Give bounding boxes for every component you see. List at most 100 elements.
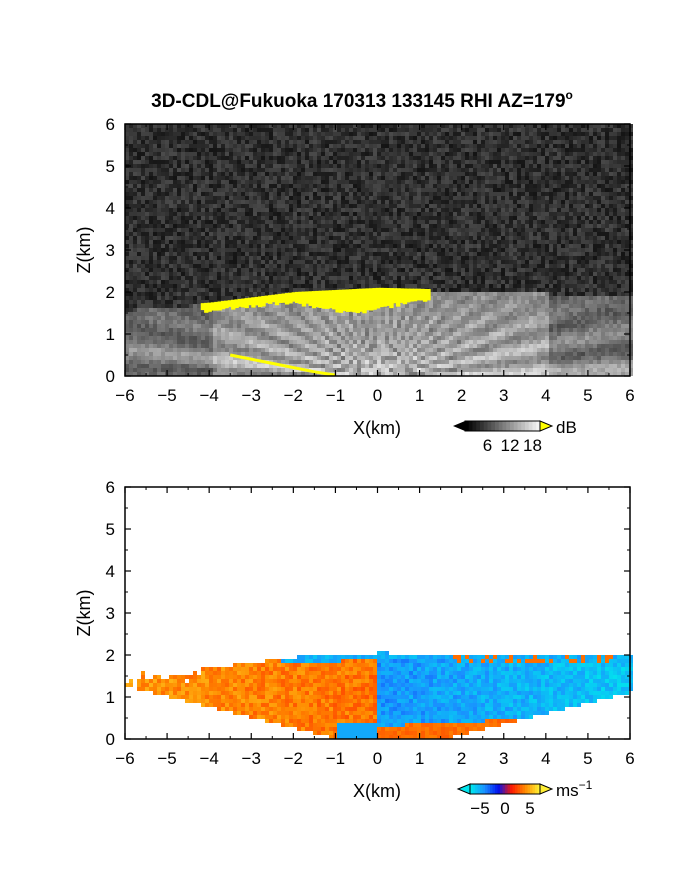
backscatter-cell	[581, 128, 585, 132]
backscatter-cell	[173, 152, 177, 156]
backscatter-cell	[629, 192, 633, 196]
backscatter-cell	[317, 232, 321, 236]
backscatter-cell	[489, 216, 493, 220]
backscatter-cell	[133, 248, 137, 252]
backscatter-cell	[217, 156, 221, 160]
backscatter-cell	[173, 208, 177, 212]
backscatter-cell	[557, 144, 561, 148]
backscatter-cell	[125, 144, 129, 148]
backscatter-cell	[509, 212, 513, 216]
backscatter-cell	[593, 136, 597, 140]
backscatter-cell	[393, 128, 397, 132]
backscatter-cell	[605, 152, 609, 156]
backscatter-cell	[241, 156, 245, 160]
backscatter-cell	[293, 256, 297, 260]
backscatter-cell	[437, 220, 441, 224]
backscatter-cell	[357, 152, 361, 156]
backscatter-cell	[149, 188, 153, 192]
backscatter-cell	[449, 236, 453, 240]
backscatter-cell	[405, 128, 409, 132]
backscatter-cell	[441, 272, 445, 276]
backscatter-cell	[373, 132, 377, 136]
backscatter-cell	[249, 156, 253, 160]
backscatter-cell	[489, 264, 493, 268]
backscatter-cell	[517, 128, 521, 132]
backscatter-cell	[125, 200, 129, 204]
backscatter-cell	[185, 124, 189, 128]
backscatter-cell	[353, 152, 357, 156]
backscatter-cell	[149, 228, 153, 232]
backscatter-cell	[413, 256, 417, 260]
backscatter-cell	[305, 244, 309, 248]
backscatter-cell	[513, 152, 517, 156]
backscatter-cell	[501, 236, 505, 240]
backscatter-cell	[549, 180, 553, 184]
backscatter-cell	[453, 276, 457, 280]
backscatter-cell	[325, 272, 329, 276]
backscatter-cell	[277, 212, 281, 216]
backscatter-cell	[581, 180, 585, 184]
backscatter-cell	[565, 148, 569, 152]
backscatter-cell	[621, 160, 625, 164]
backscatter-cell	[285, 152, 289, 156]
backscatter-cell	[445, 192, 449, 196]
backscatter-cell	[161, 148, 165, 152]
backscatter-cell	[313, 256, 317, 260]
backscatter-cell	[569, 272, 573, 276]
backscatter-cell	[457, 240, 461, 244]
backscatter-cell	[485, 236, 489, 240]
backscatter-cell	[537, 180, 541, 184]
backscatter-cell	[469, 204, 473, 208]
backscatter-cell	[169, 232, 173, 236]
backscatter-cell	[433, 260, 437, 264]
backscatter-cell	[205, 220, 209, 224]
backscatter-cell	[197, 204, 201, 208]
backscatter-cell	[461, 132, 465, 136]
backscatter-cell	[549, 204, 553, 208]
backscatter-cell	[461, 164, 465, 168]
backscatter-cell	[301, 128, 305, 132]
backscatter-cell	[449, 164, 453, 168]
backscatter-cell	[125, 176, 129, 180]
backscatter-cell	[365, 128, 369, 132]
backscatter-cell	[385, 208, 389, 212]
backscatter-cell	[517, 148, 521, 152]
backscatter-cell	[369, 152, 373, 156]
backscatter-cell	[541, 152, 545, 156]
backscatter-cell	[513, 268, 517, 272]
backscatter-cell	[141, 248, 145, 252]
backscatter-cell	[537, 248, 541, 252]
backscatter-cell	[217, 212, 221, 216]
backscatter-cell	[629, 124, 633, 128]
backscatter-cell	[173, 148, 177, 152]
backscatter-cell	[505, 252, 509, 256]
backscatter-cell	[177, 136, 181, 140]
backscatter-cell	[545, 180, 549, 184]
backscatter-cell	[417, 244, 421, 248]
backscatter-cell	[341, 132, 345, 136]
backscatter-cell	[301, 212, 305, 216]
backscatter-cell	[537, 256, 541, 260]
backscatter-cell	[293, 192, 297, 196]
backscatter-cell	[445, 236, 449, 240]
backscatter-cell	[465, 244, 469, 248]
backscatter-cell	[581, 248, 585, 252]
backscatter-cell	[381, 204, 385, 208]
backscatter-cell	[337, 128, 341, 132]
backscatter-cell	[593, 156, 597, 160]
backscatter-cell	[493, 236, 497, 240]
backscatter-cell	[261, 184, 265, 188]
backscatter-cell	[277, 196, 281, 200]
backscatter-cell	[285, 244, 289, 248]
backscatter-cell	[177, 128, 181, 132]
backscatter-cell	[557, 236, 561, 240]
backscatter-cell	[357, 200, 361, 204]
backscatter-cell	[353, 148, 357, 152]
backscatter-cell	[585, 252, 589, 256]
backscatter-cell	[209, 280, 213, 284]
backscatter-cell	[625, 128, 629, 132]
backscatter-cell	[309, 132, 313, 136]
backscatter-cell	[313, 228, 317, 232]
backscatter-cell	[385, 188, 389, 192]
backscatter-cell	[445, 184, 449, 188]
